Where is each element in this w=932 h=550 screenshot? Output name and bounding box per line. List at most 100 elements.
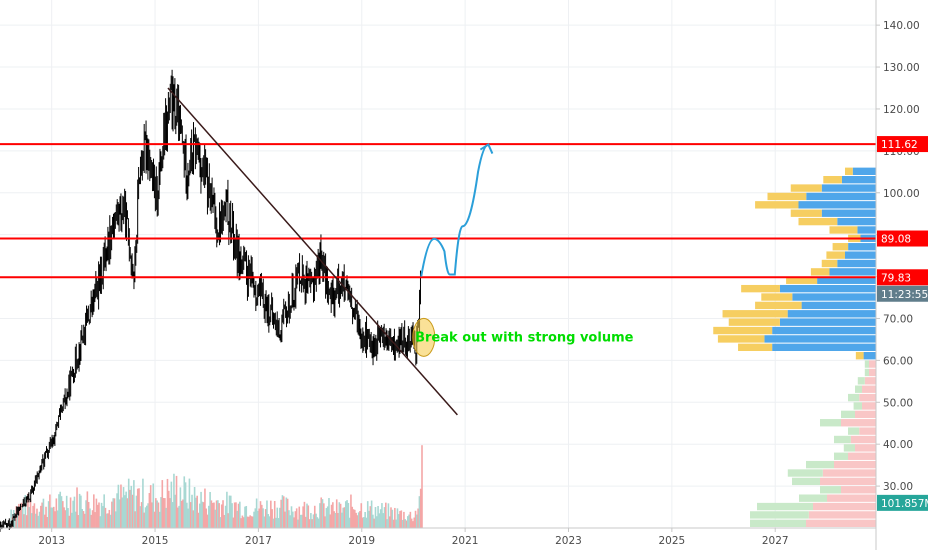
volume-bar	[103, 494, 105, 528]
volume-bar	[111, 501, 113, 528]
profile-bar-down	[808, 511, 876, 519]
volume-bar	[19, 507, 21, 528]
volume-bar	[130, 485, 133, 528]
volume-bar	[421, 445, 423, 528]
volume-bar	[237, 503, 240, 528]
volume-bar	[80, 495, 82, 528]
x-tick-label: 2023	[555, 535, 582, 547]
volume-bar	[412, 521, 414, 528]
volume-bar	[214, 509, 217, 528]
profile-bar-down	[829, 268, 876, 276]
profile-bar-down	[859, 393, 876, 402]
horizontal-levels[interactable]	[0, 143, 876, 279]
volume-bar	[413, 517, 416, 528]
volume-bar	[118, 499, 121, 528]
profile-bar-up	[829, 226, 858, 234]
price-badge-label: 79.83	[881, 272, 911, 284]
volume-bar	[258, 508, 261, 528]
x-tick-label: 2017	[245, 535, 272, 547]
volume-bar	[333, 511, 335, 528]
projection-path[interactable]	[420, 143, 494, 277]
volume-bar	[58, 494, 60, 528]
volume-bar	[31, 513, 33, 528]
volume-bar	[401, 519, 404, 528]
volume-bar	[146, 505, 148, 528]
y-tick-label: 100.00	[883, 188, 920, 200]
price-badge-label: 11:23:55	[881, 289, 928, 301]
profile-bar-down	[821, 209, 876, 217]
volume-bar	[34, 513, 37, 528]
volume-bar	[279, 507, 281, 528]
profile-bar-down	[779, 318, 876, 326]
volume-bar	[142, 478, 144, 528]
profile-bar-down	[821, 184, 876, 192]
volume-bar	[357, 512, 360, 528]
volume-bar	[83, 513, 86, 528]
volume-bar	[192, 510, 195, 528]
volume-bar	[275, 517, 277, 528]
x-tick-label: 2025	[658, 535, 685, 547]
volume-bar	[76, 487, 78, 528]
volume-profile	[713, 167, 876, 360]
volume-bar	[241, 515, 244, 528]
volume-bar	[392, 519, 395, 528]
volume-bar	[361, 517, 364, 528]
trendline[interactable]	[167, 87, 458, 416]
volume-bar	[387, 503, 390, 528]
profile-bar-up	[792, 477, 820, 486]
volume-bar	[347, 502, 350, 528]
volume-bar	[330, 504, 333, 528]
time-axis[interactable]: 2013 2015 2017 2019 2021 2023 2025 2027	[0, 527, 876, 547]
volume-bar	[262, 508, 264, 528]
volume-bar	[259, 501, 262, 528]
profile-bar-up	[799, 494, 827, 502]
volume-bar	[63, 507, 65, 528]
volume-bar	[50, 507, 52, 528]
profile-bar-up	[790, 209, 822, 217]
volume-bar	[155, 498, 157, 528]
volume-bar	[375, 516, 378, 528]
profile-bar-up	[832, 243, 849, 251]
profile-bar-down	[862, 402, 876, 410]
volume-bar	[51, 507, 54, 528]
price-badge-label: 101.857M	[881, 498, 932, 510]
volume-bar	[10, 509, 12, 528]
volume-bar	[250, 516, 253, 528]
volume-bar	[386, 519, 388, 528]
profile-bar-up	[864, 360, 869, 368]
profile-bar-up	[855, 385, 862, 393]
volume-bar	[188, 478, 191, 528]
profile-bar-down	[787, 310, 876, 318]
volume-bar	[93, 494, 95, 528]
volume-bar	[400, 510, 403, 528]
profile-bar-down	[864, 377, 876, 385]
volume-bar	[165, 507, 167, 528]
volume-bar	[67, 508, 69, 528]
volume-bar	[160, 497, 162, 528]
volume-bar	[342, 507, 344, 528]
volume-bar	[46, 517, 49, 528]
volume-bar	[167, 490, 170, 528]
volume-bar	[105, 513, 108, 528]
volume-bar	[153, 511, 156, 528]
volume-bar	[418, 496, 421, 528]
volume-bar	[33, 503, 36, 528]
profile-bar-up	[761, 293, 793, 301]
breakout-marker[interactable]	[412, 317, 436, 357]
volume-bar	[270, 500, 272, 528]
volume-bar	[405, 520, 408, 528]
profile-bar-down	[772, 326, 876, 335]
volume-bar	[395, 519, 397, 528]
volume-bar	[315, 513, 317, 528]
volume-bar	[148, 493, 151, 528]
volume-bar	[219, 517, 222, 528]
volume-bar	[174, 494, 177, 528]
profile-bar-up	[857, 377, 865, 385]
volume-bar	[286, 498, 289, 528]
volume-bar	[129, 489, 131, 528]
volume-bar	[205, 508, 208, 528]
volume-bar	[410, 518, 413, 528]
volume-bar	[151, 502, 153, 528]
profile-bar-up	[834, 435, 851, 444]
